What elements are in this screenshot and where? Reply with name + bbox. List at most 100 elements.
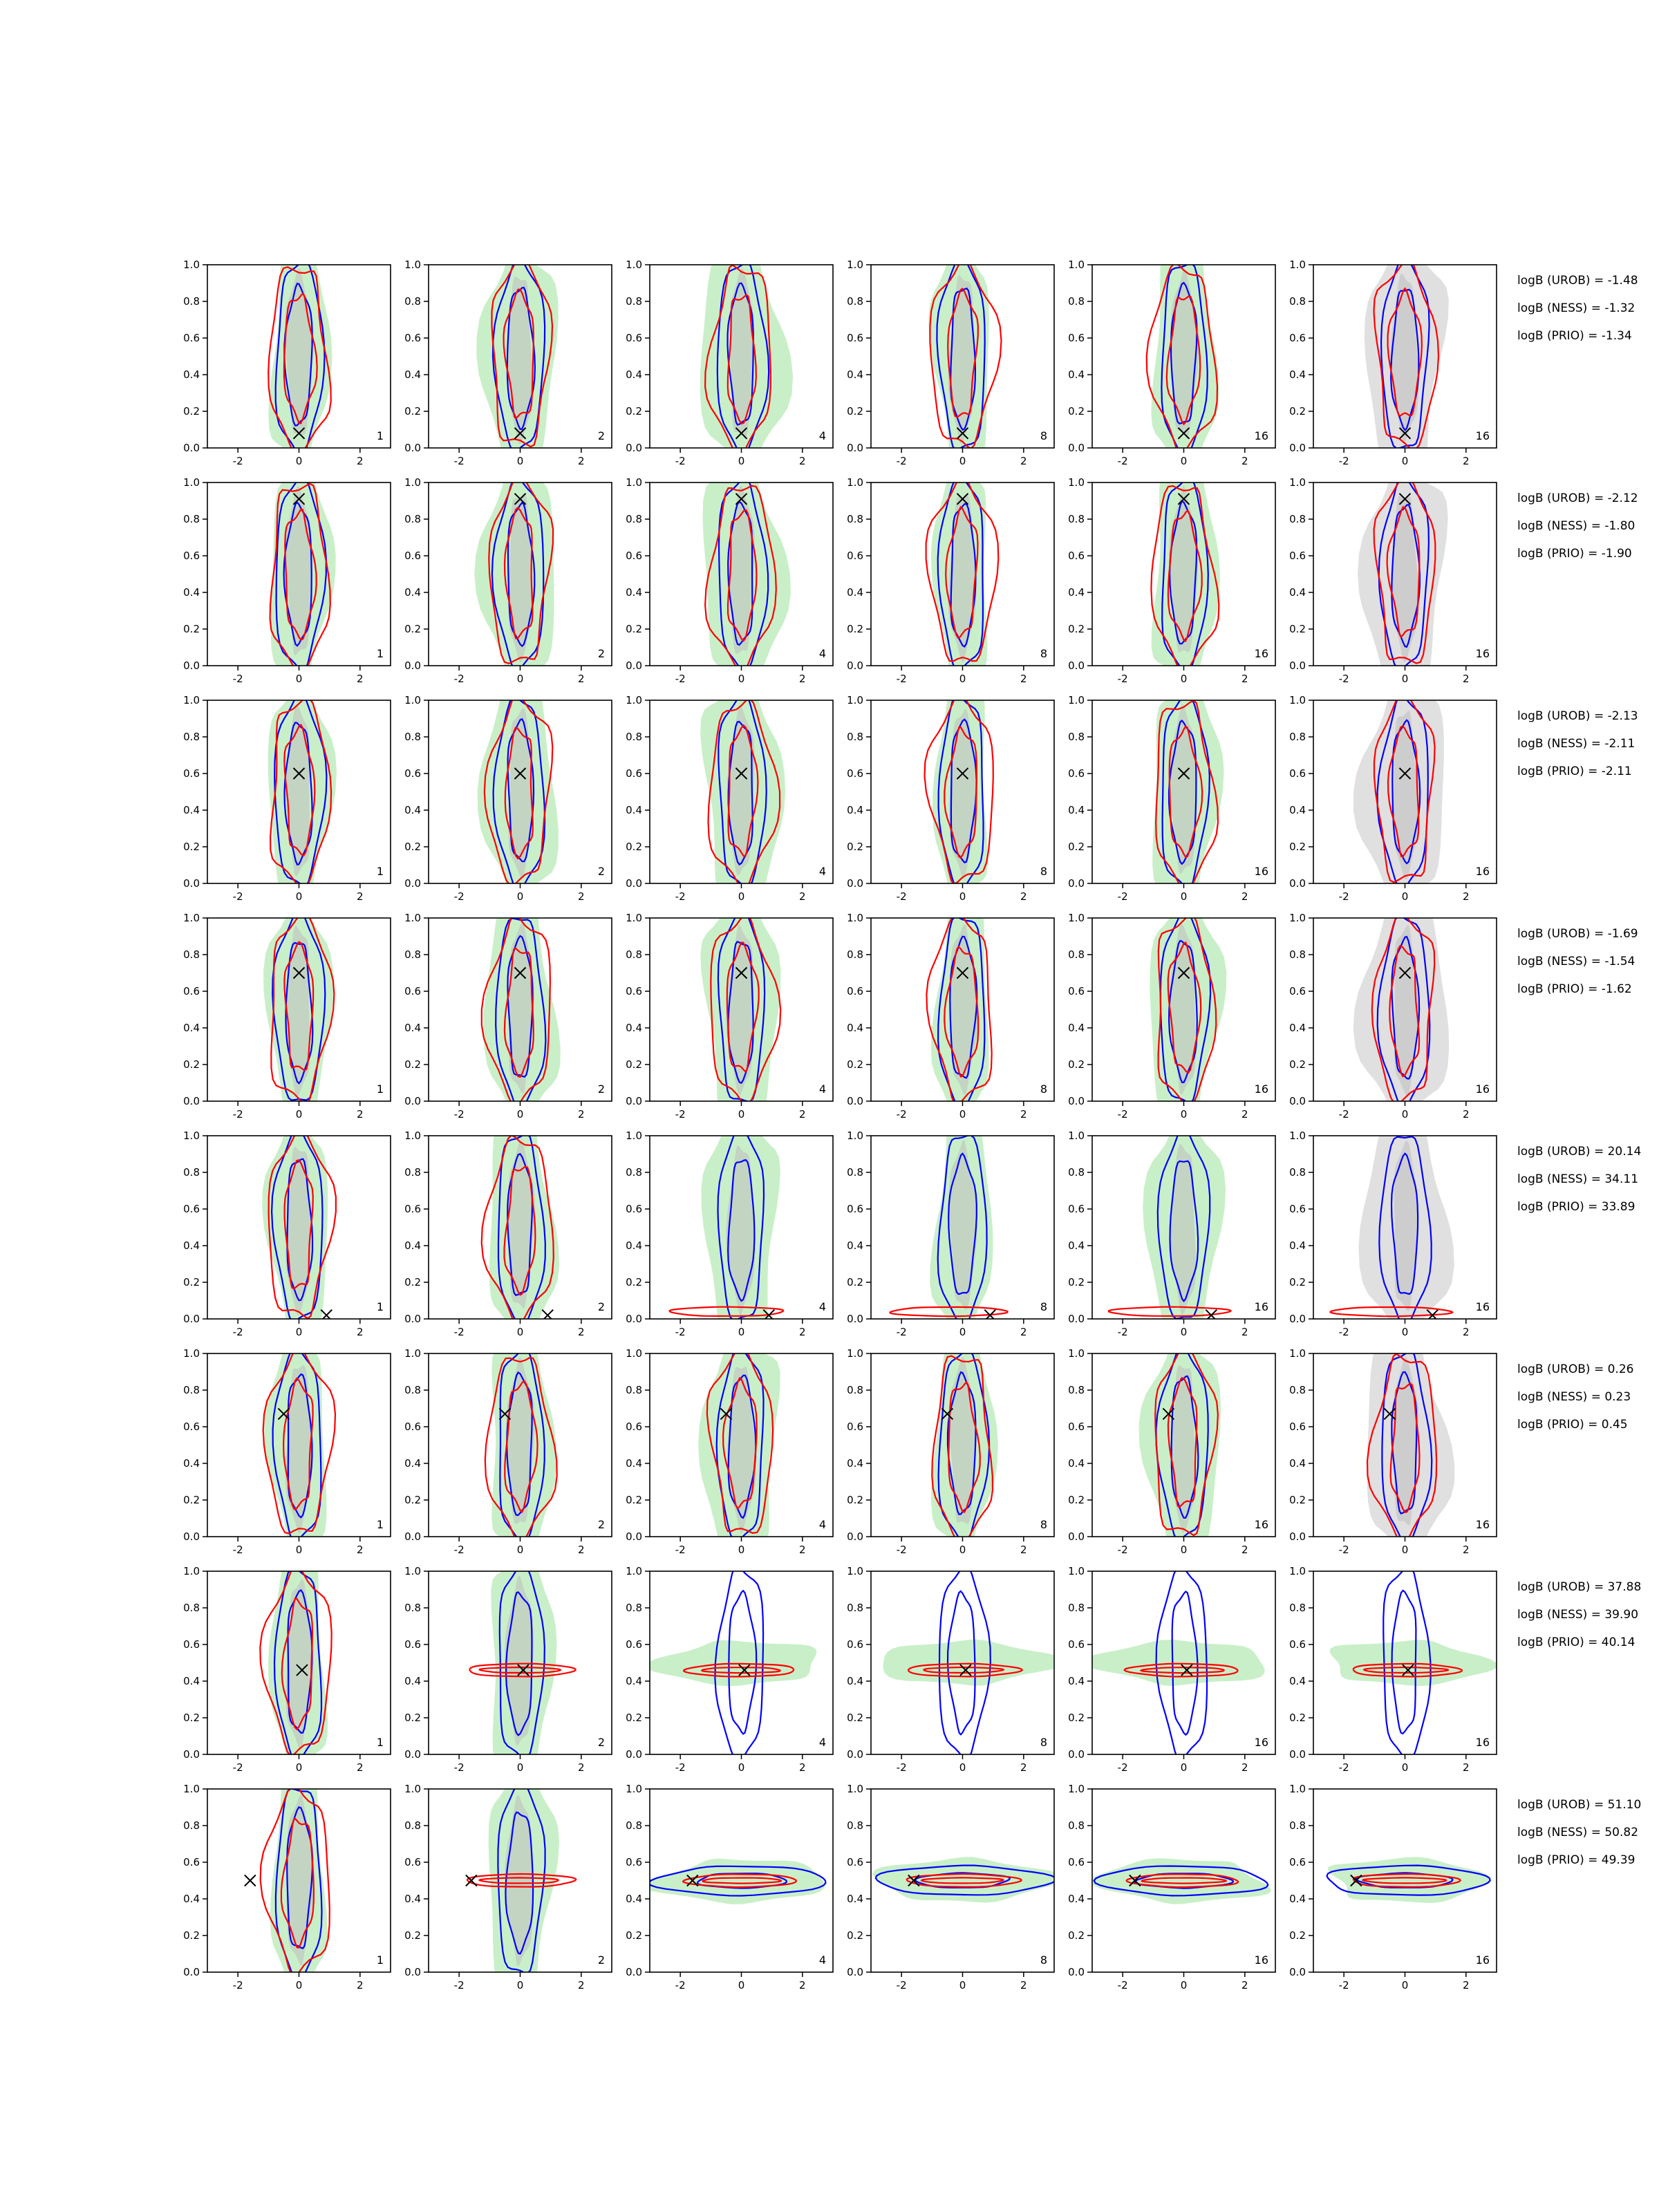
panel-contours [1358, 482, 1448, 666]
y-tick-label: 1.0 [847, 694, 863, 706]
y-tick-label: 1.0 [183, 1130, 200, 1142]
x-tick-label: 0 [1402, 1326, 1409, 1338]
panel-contours [1150, 918, 1227, 1101]
x-tick-label: 0 [296, 1761, 303, 1774]
x-tick-label: 2 [1020, 1979, 1027, 1991]
x-tick-label: 2 [1463, 1544, 1470, 1556]
panel-label: 2 [598, 647, 605, 660]
y-tick-label: 0.6 [404, 1421, 421, 1433]
panel-r1-c3: -2 0 2 0.0 0.2 0.4 0.6 0.8 1.0 4 [626, 259, 834, 467]
blue-contour-outer [937, 1136, 988, 1319]
x-tick-label: -2 [1339, 1544, 1349, 1556]
y-tick-label: 0.4 [1068, 368, 1085, 381]
x-tick-label: 2 [1020, 1326, 1027, 1338]
x-tick-label: -2 [675, 1108, 686, 1121]
blue-contour-inner [950, 718, 977, 864]
red-contour-outer [1366, 1353, 1438, 1537]
panel-r4-c2: -2 0 2 0.0 0.2 0.4 0.6 0.8 1.0 2 [404, 912, 612, 1121]
x-tick-label: -2 [233, 455, 243, 467]
panel-contours [698, 1353, 780, 1537]
x-tick-label: -2 [675, 673, 686, 685]
panel-label: 8 [1040, 1518, 1047, 1531]
panel-r5-c2: -2 0 2 0.0 0.2 0.4 0.6 0.8 1.0 2 [404, 1130, 612, 1338]
y-tick-label: 0.2 [626, 623, 642, 635]
panel-contours [480, 918, 561, 1101]
y-tick-label: 0.2 [183, 623, 200, 635]
y-tick-label: 0.6 [183, 1421, 200, 1433]
red-contour-outer [1145, 265, 1219, 448]
true-value-marker [292, 966, 306, 980]
red-contour-outer [1123, 1662, 1239, 1678]
true-value-marker [514, 493, 527, 505]
x-tick-label: 0 [959, 1544, 966, 1556]
red-contour-inner [283, 1159, 314, 1290]
x-tick-label: 0 [1402, 1979, 1409, 1991]
x-tick-label: 2 [578, 890, 585, 903]
y-tick-label: 0.0 [1289, 659, 1306, 672]
panel-r4-c3: -2 0 2 0.0 0.2 0.4 0.6 0.8 1.0 4 [626, 912, 834, 1121]
posterior-density-fill [948, 1356, 976, 1524]
y-tick-label: 0.8 [847, 731, 863, 743]
y-tick-label: 0.6 [847, 1638, 863, 1651]
panel-r8-c3: -2 0 2 0.0 0.2 0.4 0.6 0.8 1.0 4 [626, 1783, 834, 1991]
y-tick-label: 0.8 [404, 731, 421, 743]
x-tick-label: 2 [357, 1544, 364, 1556]
logb-annotation: logB (UROB) = 51.10 [1517, 1798, 1641, 1812]
blue-contour-outer [495, 918, 547, 1101]
panel-label: 4 [819, 1953, 826, 1967]
panel-contours [1326, 1857, 1491, 1903]
y-tick-label: 0.0 [183, 1748, 200, 1761]
y-tick-label: 0.8 [1289, 731, 1306, 743]
y-tick-label: 0.6 [1289, 1421, 1306, 1433]
y-tick-label: 0.8 [404, 948, 421, 961]
y-tick-label: 0.4 [1289, 1239, 1306, 1252]
red-contour-inner [1168, 725, 1203, 859]
red-contour-outer [682, 1873, 797, 1888]
y-tick-label: 0.4 [1289, 1675, 1306, 1687]
panel-r7-c1: -2 0 2 0.0 0.2 0.4 0.6 0.8 1.0 1 [183, 1565, 391, 1774]
y-tick-label: 0.4 [404, 804, 421, 816]
posterior-density-fill [729, 268, 755, 438]
red-contour-outer [704, 265, 771, 448]
panel-contours [465, 1789, 577, 1972]
x-tick-label: 2 [799, 455, 806, 467]
logb-annotation: logB (NESS) = -1.80 [1517, 519, 1635, 533]
x-tick-label: 0 [517, 890, 524, 903]
red-contour-inner [1139, 1667, 1225, 1674]
x-tick-label: -2 [454, 673, 465, 685]
y-tick-label: 0.6 [1289, 1203, 1306, 1215]
y-tick-label: 0.2 [626, 1929, 642, 1942]
panel-label: 4 [819, 865, 826, 878]
red-contour-outer [480, 1136, 554, 1319]
y-tick-label: 1.0 [404, 259, 421, 271]
red-contour-outer [1371, 918, 1436, 1101]
panel-label: 4 [819, 1518, 826, 1531]
panel-contours [700, 700, 786, 883]
y-tick-label: 0.4 [404, 586, 421, 599]
red-contour [1329, 1306, 1454, 1318]
panel-contours [262, 1136, 337, 1319]
posterior-density-fill [1393, 710, 1419, 880]
y-tick-label: 0.4 [1289, 1022, 1306, 1034]
panel-label: 16 [1476, 865, 1490, 878]
red-contour-inner [727, 509, 758, 642]
x-tick-label: 0 [1402, 1108, 1409, 1121]
panel-grid: -2 0 2 0.0 0.2 0.4 0.6 0.8 1.0 1 -2 0 2 0.0 0.2 0.4 0.6 0… [183, 259, 1497, 1991]
red-contour-outer [931, 1355, 994, 1537]
x-tick-label: -2 [233, 1108, 243, 1121]
blue-contour-outer [938, 1571, 991, 1754]
blue-contour-inner [727, 720, 753, 866]
red-contour-outer [706, 1353, 774, 1535]
panel-label: 16 [1255, 1300, 1268, 1313]
y-tick-label: 0.0 [1068, 1530, 1085, 1543]
y-tick-label: 0.8 [404, 1384, 421, 1396]
y-tick-label: 0.8 [183, 1166, 200, 1179]
y-tick-label: 0.0 [626, 1313, 642, 1325]
y-tick-label: 0.8 [847, 513, 863, 525]
y-tick-label: 0.2 [847, 1494, 863, 1506]
y-tick-label: 0.8 [626, 1602, 642, 1614]
y-tick-label: 1.0 [404, 1347, 421, 1360]
y-tick-label: 0.0 [847, 442, 863, 454]
x-tick-label: -2 [675, 1326, 686, 1338]
red-contour-outer [924, 700, 994, 883]
